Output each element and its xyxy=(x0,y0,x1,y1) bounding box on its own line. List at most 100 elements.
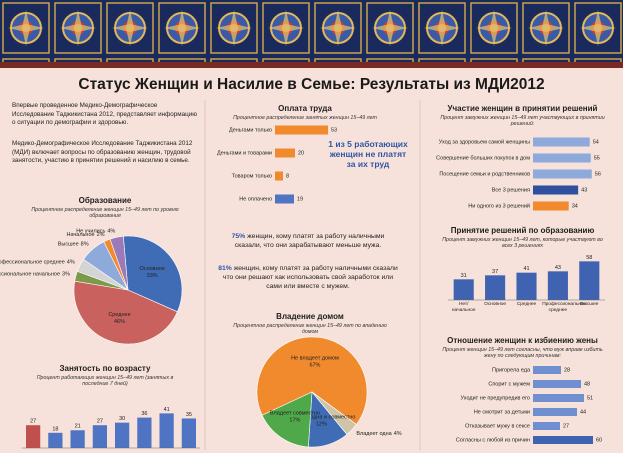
bar-value: 37 xyxy=(492,269,498,275)
bar-category: Среднее xyxy=(511,302,542,308)
bar-value: 55 xyxy=(594,155,600,161)
bar-category: Профессиональное среднее xyxy=(542,302,573,313)
bar xyxy=(115,423,129,448)
bar xyxy=(533,170,592,179)
bar xyxy=(533,186,578,195)
bar xyxy=(93,425,107,448)
bar-category: Основное xyxy=(479,302,510,308)
bar-value: 8 xyxy=(286,173,289,179)
bar-value: 54 xyxy=(593,139,599,145)
chart-title: Отношение женщин к избиению жены xyxy=(425,336,620,345)
fact: 81% женщин, кому платят за работу наличн… xyxy=(218,264,398,292)
bar xyxy=(275,149,295,158)
bar xyxy=(26,425,40,448)
chart-subtitle: Процентное распределение занятых женщин … xyxy=(225,115,385,121)
fact: 75% женщин, кому платят за работу наличн… xyxy=(218,232,398,250)
bar xyxy=(548,271,568,300)
bar-value: 36 xyxy=(141,411,147,417)
slice-value: 4% xyxy=(67,260,75,266)
chart-title: Принятие решений по образованию xyxy=(425,226,620,235)
slice-label: Высшее8% xyxy=(58,242,89,248)
bar-category: Совершение больших покупок в дом xyxy=(436,155,530,161)
bar-value: 53 xyxy=(331,127,337,133)
bar xyxy=(533,380,581,388)
bar-category: Спорит с мужем xyxy=(488,381,530,387)
slice-category: Профессиональное среднее xyxy=(0,260,65,266)
bar-value: 27 xyxy=(30,419,36,425)
bar-value: 41 xyxy=(523,266,529,272)
chart-subtitle: Процентное распределение женщин 15–49 ле… xyxy=(227,323,393,336)
slice-value: 3% xyxy=(62,272,70,278)
bar-value: 28 xyxy=(564,367,570,373)
bar-category: Высшее xyxy=(574,302,605,308)
chart-subtitle: Процент работающих женщин 15–49 лет (зан… xyxy=(25,375,185,388)
bar xyxy=(533,154,591,163)
bar-value: 18 xyxy=(52,426,58,432)
slice-category: Не владеет домом xyxy=(291,356,339,362)
bar xyxy=(533,138,590,147)
slice-value: 8% xyxy=(81,242,89,248)
bar xyxy=(533,366,561,374)
slice-category: Владеет совместно xyxy=(270,411,320,417)
fact-figure: 81% xyxy=(218,265,232,272)
bar-value: 20 xyxy=(298,150,304,156)
slice-label: Профессиональное среднее4% xyxy=(0,260,75,266)
bar xyxy=(485,275,505,300)
slice-value: 67% xyxy=(309,363,320,369)
slice-value: 4% xyxy=(394,431,402,437)
bar-category: Отказывает мужу в сексе xyxy=(465,423,530,429)
slice-category: Профессиональное начальное xyxy=(0,272,60,278)
chart-subtitle: Процент замужних женщин 15–49 лет, котор… xyxy=(440,237,605,250)
slice-value: 12% xyxy=(316,422,327,428)
bar xyxy=(516,273,536,300)
bar xyxy=(579,261,599,300)
bar xyxy=(48,433,62,448)
bar-value: 34 xyxy=(572,203,578,209)
intro-text: Медико-Демографическое Исследование Тадж… xyxy=(12,140,197,166)
bar xyxy=(275,126,328,135)
bar xyxy=(160,413,174,448)
bar-value: 41 xyxy=(164,407,170,413)
bar-category: Согласны с любой из причин xyxy=(456,436,530,443)
fact-figure: 75% xyxy=(232,233,246,240)
bar-value: 21 xyxy=(75,424,81,430)
bar-category: Пригорела еда xyxy=(492,367,531,373)
slice-category: Высшее xyxy=(58,242,79,248)
bar-category: Не смотрит за детьми xyxy=(474,409,530,415)
fact-text: женщин, кому платят за работу наличными … xyxy=(235,233,385,249)
bar-value: 48 xyxy=(584,381,590,387)
bar xyxy=(533,202,569,211)
bar-category: Посещение семьи и родственников xyxy=(439,171,530,177)
chart-title: Владение домом xyxy=(212,312,408,321)
bar-value: 44 xyxy=(580,409,586,415)
bar xyxy=(533,394,584,402)
bar-value: 56 xyxy=(595,171,601,177)
chart-title: Образование xyxy=(10,196,200,205)
page-title: Статус Женщин и Насилие в Семье: Результ… xyxy=(0,76,623,94)
fact-text: женщин, кому платят за работу наличными … xyxy=(223,265,398,290)
bar-category: Товаром только xyxy=(232,173,272,179)
chart-title: Оплата труда xyxy=(210,104,400,113)
slice-category: Не учились xyxy=(76,229,105,235)
bar-value: 27 xyxy=(563,423,569,429)
bar-value: 35 xyxy=(186,412,192,418)
chart-subtitle: Процент замужних женщин 15–49 лет участв… xyxy=(440,115,605,128)
slice-category: Среднее xyxy=(108,312,130,318)
intro-text: Впервые проведенное Медико-Демографическ… xyxy=(12,102,197,128)
bar xyxy=(533,436,593,444)
bar xyxy=(137,418,151,448)
bar-value: 43 xyxy=(581,187,587,193)
bar-category: Нет/ начальное xyxy=(448,302,479,313)
bar-category: Ни одного из 3 решений xyxy=(468,202,530,209)
bar xyxy=(182,418,196,448)
bar-value: 43 xyxy=(555,265,561,271)
chart-title: Занятость по возрасту xyxy=(10,364,200,373)
bar-value: 60 xyxy=(596,437,602,443)
bar-value: 31 xyxy=(461,273,467,279)
chart-title: Участие женщин в принятии решений xyxy=(425,104,620,113)
bar-value: 27 xyxy=(97,419,103,425)
bar-value: 51 xyxy=(587,395,593,401)
